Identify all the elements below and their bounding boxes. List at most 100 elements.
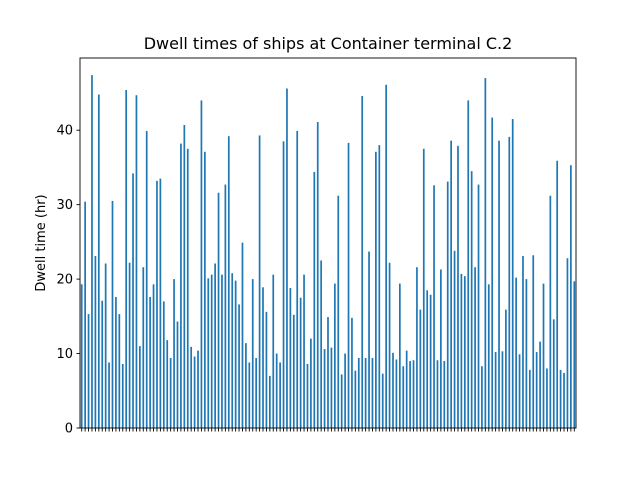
bar xyxy=(402,366,405,428)
bar xyxy=(186,148,189,428)
bar xyxy=(450,140,452,428)
bar xyxy=(436,360,439,428)
bar xyxy=(429,294,432,428)
bar xyxy=(104,263,107,428)
plot-frame xyxy=(79,57,577,429)
bar xyxy=(162,301,165,428)
y-tick-label: 20 xyxy=(56,273,73,288)
bar xyxy=(361,95,364,428)
chart-title: Dwell times of ships at Container termin… xyxy=(144,34,513,53)
bar xyxy=(491,117,494,428)
bar xyxy=(549,195,552,428)
bar xyxy=(518,354,521,428)
bar xyxy=(368,251,370,428)
bar xyxy=(559,369,562,428)
bar xyxy=(460,273,463,428)
bar xyxy=(453,250,456,428)
bar xyxy=(505,309,507,428)
bar xyxy=(142,267,145,428)
bar xyxy=(204,151,206,429)
bar xyxy=(385,84,388,429)
bar xyxy=(279,362,281,428)
bar xyxy=(333,283,336,428)
bar xyxy=(515,277,517,428)
bar xyxy=(477,184,480,428)
bar xyxy=(357,358,360,428)
bar xyxy=(556,160,559,429)
bar xyxy=(487,284,490,428)
bar xyxy=(412,360,415,428)
bar xyxy=(330,347,333,428)
bar xyxy=(128,262,131,428)
bar xyxy=(388,262,391,428)
bar xyxy=(426,290,429,428)
bar xyxy=(84,201,86,428)
bar xyxy=(337,195,340,428)
y-axis: 0 10 20 30 40 xyxy=(56,124,80,437)
y-axis-label: Dwell time (hr) xyxy=(34,194,49,291)
bar xyxy=(101,300,104,428)
bar xyxy=(268,375,271,428)
bar xyxy=(121,363,124,428)
bar xyxy=(542,283,545,428)
bar xyxy=(470,171,473,428)
bar xyxy=(378,145,381,428)
bar xyxy=(299,297,302,428)
bar xyxy=(159,178,162,428)
bar xyxy=(525,279,528,428)
bar xyxy=(340,374,343,428)
bar xyxy=(501,351,504,428)
bar xyxy=(262,287,264,428)
bar xyxy=(433,185,435,428)
bar xyxy=(91,75,93,429)
bar xyxy=(227,136,230,429)
bar xyxy=(409,361,411,428)
bar xyxy=(344,353,346,428)
bar xyxy=(139,346,141,428)
bar xyxy=(255,358,258,428)
y-tick-label: 30 xyxy=(56,198,73,213)
bar xyxy=(392,352,394,428)
bar xyxy=(484,78,487,428)
bar xyxy=(224,184,227,428)
bar xyxy=(217,192,220,428)
bar xyxy=(395,359,398,428)
bar xyxy=(286,88,288,429)
bar xyxy=(207,278,210,428)
y-tick-label: 10 xyxy=(56,347,73,362)
bar xyxy=(180,143,182,429)
bar xyxy=(176,321,179,428)
bar xyxy=(573,281,576,428)
bar xyxy=(381,373,384,428)
bar xyxy=(419,309,422,428)
bar xyxy=(467,100,470,429)
bar xyxy=(125,90,128,428)
bar xyxy=(200,100,203,429)
bar xyxy=(422,148,425,428)
bar xyxy=(474,267,476,428)
y-tick-label: 0 xyxy=(65,422,73,437)
bar xyxy=(371,358,374,428)
bar xyxy=(539,341,541,428)
bar xyxy=(272,274,275,428)
bar xyxy=(323,349,326,428)
bar xyxy=(238,304,240,428)
bar xyxy=(234,280,237,428)
bar xyxy=(248,362,251,428)
bar xyxy=(214,263,216,428)
bar xyxy=(210,274,213,428)
bar xyxy=(193,356,196,428)
bar xyxy=(440,269,442,428)
bar xyxy=(354,370,357,428)
bar xyxy=(80,284,83,428)
bar xyxy=(320,260,323,428)
bar xyxy=(570,165,572,428)
bar xyxy=(481,366,483,428)
bar xyxy=(498,140,500,428)
bar xyxy=(173,279,175,428)
bar xyxy=(132,173,134,428)
bar xyxy=(183,125,186,428)
bar xyxy=(245,343,247,428)
bar xyxy=(327,317,329,428)
